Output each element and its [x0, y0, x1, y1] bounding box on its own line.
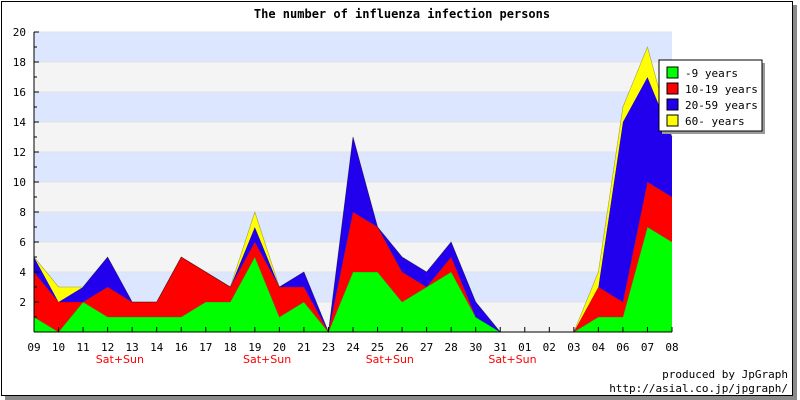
x-tick-label: 28 — [445, 341, 458, 354]
x-tick-label: 17 — [199, 341, 212, 354]
credit-line-2: http://asial.co.jp/jpgraph/ — [609, 382, 788, 395]
x-tick-label: 23 — [322, 341, 335, 354]
legend-swatch — [666, 98, 679, 111]
x-tick-label: 16 — [175, 341, 188, 354]
legend-swatch — [666, 82, 679, 95]
y-tick-label: 6 — [19, 236, 26, 249]
y-tick-label: 16 — [13, 86, 26, 99]
x-tick-label: 19 — [248, 341, 261, 354]
background-band — [34, 62, 672, 92]
x-tick-label: 08 — [665, 341, 678, 354]
x-tick-label: 20 — [273, 341, 286, 354]
chart-title: The number of influenza infection person… — [254, 7, 550, 21]
y-tick-label: 20 — [13, 26, 26, 39]
x-tick-label: 11 — [76, 341, 89, 354]
weekend-label: Sat+Sun — [243, 353, 291, 366]
y-tick-label: 8 — [19, 206, 26, 219]
x-tick-label: 09 — [27, 341, 40, 354]
x-tick-label: 13 — [126, 341, 139, 354]
legend-label: 10-19 years — [685, 83, 758, 96]
x-tick-label: 01 — [518, 341, 531, 354]
x-tick-label: 14 — [150, 341, 164, 354]
weekend-label: Sat+Sun — [488, 353, 536, 366]
chart-frame: 2 4 6 8 10 12 14 16 18 20 09 10 11 12 13 14 16 17 18 19 20 21… — [1, 1, 793, 396]
legend-label: -9 years — [685, 67, 738, 80]
x-tick-label: 26 — [395, 341, 408, 354]
background-band — [34, 32, 672, 62]
x-tick-label: 03 — [567, 341, 580, 354]
background-band — [34, 92, 672, 122]
legend-swatch — [666, 114, 679, 127]
x-tick-label: 27 — [420, 341, 433, 354]
legend-label: 60- years — [685, 115, 745, 128]
area-series-3 — [34, 77, 672, 332]
weekend-label: Sat+Sun — [366, 353, 414, 366]
x-tick-label: 06 — [616, 341, 629, 354]
x-tick-label: 24 — [346, 341, 360, 354]
x-tick-label: 07 — [641, 341, 654, 354]
legend-label: 20-59 years — [685, 99, 758, 112]
x-tick-label: 04 — [592, 341, 606, 354]
legend-swatch — [666, 66, 679, 79]
x-tick-label: 31 — [494, 341, 507, 354]
y-tick-label: 14 — [13, 116, 27, 129]
y-tick-label: 18 — [13, 56, 26, 69]
x-tick-label: 12 — [101, 341, 114, 354]
x-tick-label: 10 — [52, 341, 65, 354]
y-tick-label: 12 — [13, 146, 26, 159]
legend: -9 years 10-19 years 20-59 years 60- years — [658, 59, 765, 134]
x-tick-label: 18 — [224, 341, 237, 354]
x-tick-label: 02 — [543, 341, 556, 354]
x-tick-label: 25 — [371, 341, 384, 354]
y-tick-label: 4 — [19, 266, 26, 279]
x-tick-label: 21 — [297, 341, 310, 354]
x-tick-label: 30 — [469, 341, 482, 354]
area-series-1 — [34, 227, 672, 332]
area-series-2 — [34, 182, 672, 332]
weekend-label: Sat+Sun — [96, 353, 144, 366]
y-tick-label: 10 — [13, 176, 26, 189]
y-tick-label: 2 — [19, 296, 26, 309]
credit-line-1: produced by JpGraph — [662, 368, 788, 381]
